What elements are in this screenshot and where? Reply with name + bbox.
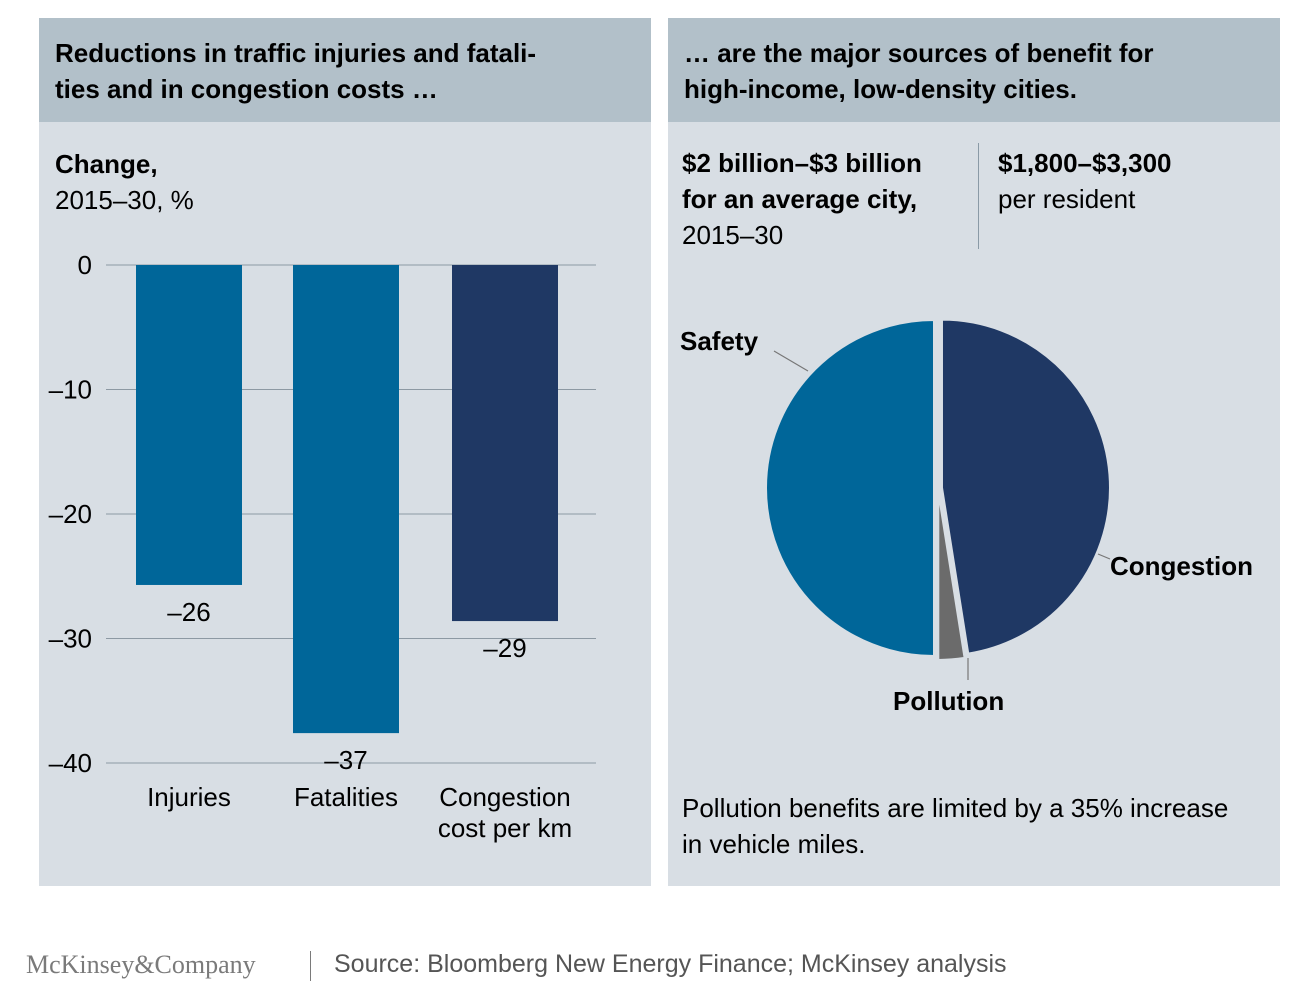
x-category-label: Injuries [147,782,231,812]
y-tick-label: –30 [49,624,92,654]
x-category-label: Congestion [439,782,571,812]
value-label: –29 [483,633,526,663]
pie-slice [937,491,966,661]
x-category-label: cost per km [438,813,572,843]
y-tick-label: –20 [49,499,92,529]
value-label: –26 [167,597,210,627]
y-tick-label: 0 [78,250,92,280]
bar [452,265,558,622]
per-resident-label: per resident [998,184,1136,214]
y-axis-title-main: Change, [55,149,158,179]
bar-chart: 0 –10 –20 –30 –40 –26 Injuries –37 Fatalities –29… [49,250,596,843]
pie-slice [765,318,935,658]
footer-separator [310,951,311,981]
pie-label-pollution: Pollution [893,686,1005,716]
pollution-note: Pollution benefits are limited by a 35% … [682,793,1229,859]
mckinsey-logo: McKinsey&Company [26,950,256,979]
per-resident-stat: $1,800–$3,300 per resident [998,145,1172,217]
right-header-line-1: … are the major sources of benefit for [684,38,1154,68]
right-panel: … are the major sources of benefit for h… [668,18,1280,886]
y-axis-title-sub: 2015–30, % [55,185,194,215]
left-header-line-1: Reductions in traffic injuries and fatal… [55,38,537,68]
right-header-line-2: high-income, low-density cities. [684,74,1077,104]
per-resident-value: $1,800–$3,300 [998,148,1172,178]
pie-chart [765,318,1111,680]
stat-divider [978,143,979,249]
left-header-line-2: ties and in congestion costs … [55,74,438,104]
pie-label-safety: Safety [680,326,759,356]
x-category-label: Fatalities [294,782,398,812]
total-benefit-line-2: for an average city, [682,184,918,214]
left-panel: Reductions in traffic injuries and fatal… [39,18,651,886]
left-panel-header: Reductions in traffic injuries and fatal… [39,18,651,122]
leader-line [1097,553,1111,560]
bar [293,265,399,734]
right-panel-header: … are the major sources of benefit for h… [668,18,1280,122]
y-axis-title: Change, 2015–30, % [55,146,194,218]
total-benefit-line-1: $2 billion–$3 billion [682,148,922,178]
bar [136,265,242,585]
y-tick-label: –40 [49,748,92,778]
total-benefit-stat: $2 billion–$3 billion for an average cit… [682,145,922,253]
leader-line [773,350,809,372]
source-note: Source: Bloomberg New Energy Finance; Mc… [334,950,1007,978]
value-label: –37 [324,745,367,775]
pie-slice [940,318,1111,655]
pie-label-congestion: Congestion [1110,551,1253,581]
y-tick-label: –10 [49,375,92,405]
total-benefit-period: 2015–30 [682,220,784,250]
